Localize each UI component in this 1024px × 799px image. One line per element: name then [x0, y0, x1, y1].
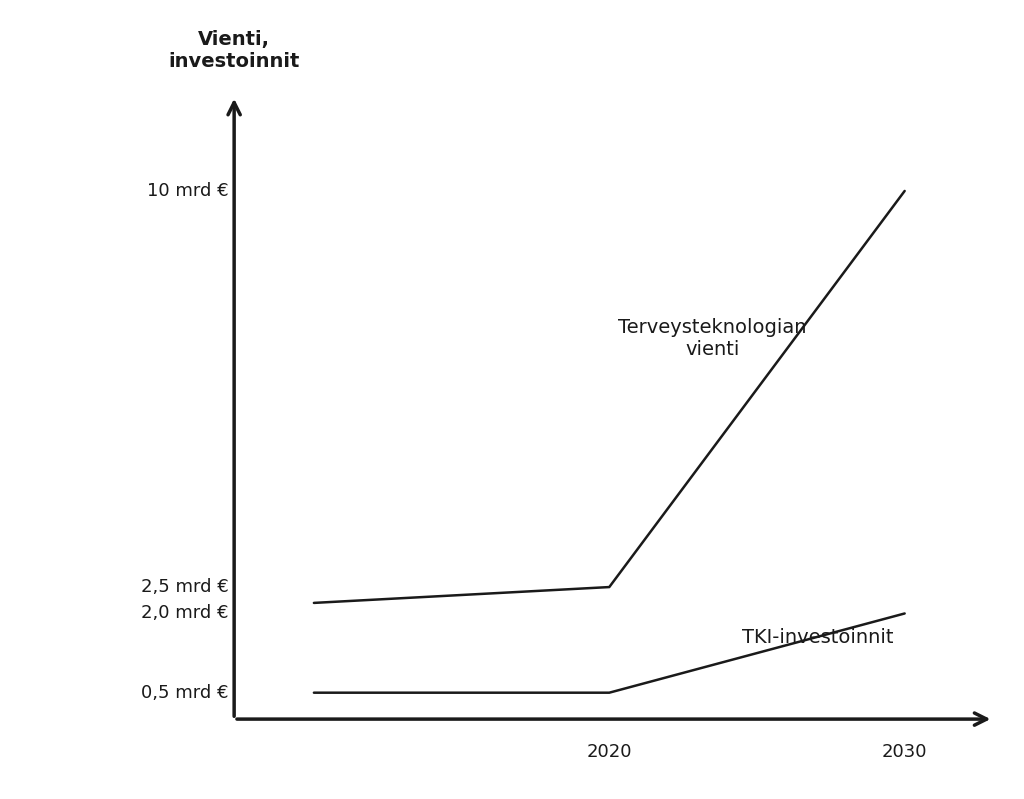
- Text: 2020: 2020: [587, 743, 632, 761]
- Text: Terveysteknologian
vienti: Terveysteknologian vienti: [618, 318, 807, 360]
- Text: 0,5 mrd €: 0,5 mrd €: [141, 684, 228, 702]
- Text: 2,5 mrd €: 2,5 mrd €: [141, 578, 228, 596]
- Text: Vienti,
investoinnit: Vienti, investoinnit: [169, 30, 300, 71]
- Text: 2,0 mrd €: 2,0 mrd €: [141, 605, 228, 622]
- Text: TKI-investoinnit: TKI-investoinnit: [742, 628, 894, 646]
- Text: 10 mrd €: 10 mrd €: [147, 182, 228, 200]
- Text: 2030: 2030: [882, 743, 928, 761]
